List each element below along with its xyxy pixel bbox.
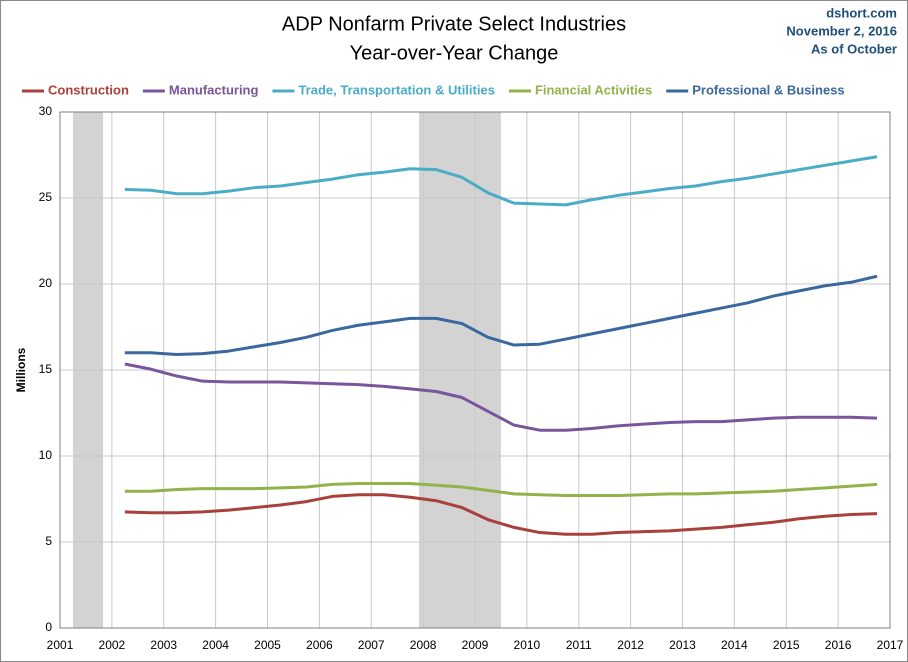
x-tick-label: 2013 xyxy=(669,638,696,652)
y-tick-label: 10 xyxy=(39,448,53,462)
annotation: dshort.com xyxy=(826,5,897,20)
x-tick-label: 2001 xyxy=(47,638,74,652)
y-tick-label: 20 xyxy=(39,276,53,290)
annotation: November 2, 2016 xyxy=(786,23,897,38)
y-axis-label: Millions xyxy=(14,347,28,392)
x-tick-label: 2007 xyxy=(358,638,385,652)
y-tick-label: 15 xyxy=(39,362,53,376)
x-tick-label: 2003 xyxy=(150,638,177,652)
legend-label: Construction xyxy=(48,82,129,97)
x-tick-label: 2010 xyxy=(514,638,541,652)
series-line xyxy=(124,274,878,357)
chart-subtitle: Year-over-Year Change xyxy=(350,42,559,64)
x-tick-label: 2015 xyxy=(773,638,800,652)
chart-title: ADP Nonfarm Private Select Industries xyxy=(282,13,626,35)
series-line xyxy=(124,482,878,498)
annotation: As of October xyxy=(811,41,897,56)
x-tick-label: 2016 xyxy=(825,638,852,652)
x-tick-label: 2017 xyxy=(877,638,904,652)
x-tick-label: 2004 xyxy=(202,638,229,652)
plot-border xyxy=(59,111,891,629)
x-tick-label: 2012 xyxy=(617,638,644,652)
y-tick-label: 25 xyxy=(39,190,53,204)
y-tick-label: 30 xyxy=(39,104,53,118)
legend-label: Financial Activities xyxy=(535,82,652,97)
x-tick-label: 2009 xyxy=(462,638,489,652)
x-tick-label: 2014 xyxy=(721,638,748,652)
series-line xyxy=(124,493,878,536)
y-tick-label: 5 xyxy=(45,534,52,548)
legend-label: Trade, Transportation & Utilities xyxy=(298,82,494,97)
x-tick-label: 2005 xyxy=(254,638,281,652)
y-tick-label: 0 xyxy=(45,620,52,634)
x-tick-label: 2011 xyxy=(566,638,592,652)
series-line xyxy=(124,362,878,432)
series-line xyxy=(124,155,878,207)
x-tick-label: 2008 xyxy=(410,638,437,652)
x-tick-label: 2002 xyxy=(99,638,126,652)
legend-label: Professional & Business xyxy=(692,82,844,97)
x-tick-label: 2006 xyxy=(306,638,333,652)
legend-label: Manufacturing xyxy=(169,82,259,97)
